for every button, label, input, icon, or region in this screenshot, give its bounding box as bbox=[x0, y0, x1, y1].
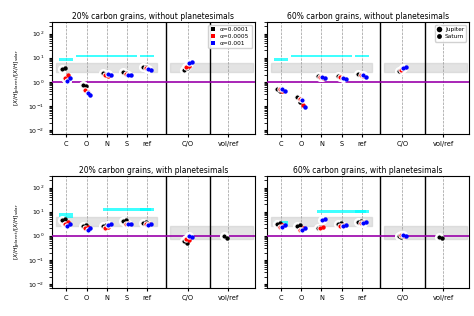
Bar bbox=[56, 63, 157, 72]
Legend: α=0.0001, α=0.0005, α=0.001: α=0.0001, α=0.0005, α=0.001 bbox=[209, 25, 252, 48]
Title: 60% carbon grains, without planetesimals: 60% carbon grains, without planetesimals bbox=[287, 12, 449, 21]
Bar bbox=[170, 226, 253, 240]
Title: 20% carbon grains, with planetesimals: 20% carbon grains, with planetesimals bbox=[79, 166, 228, 175]
Bar bbox=[271, 217, 372, 226]
Bar bbox=[384, 63, 467, 72]
Y-axis label: $[X/H]_{\rm planet}/[X/H]_{\rm solar}$: $[X/H]_{\rm planet}/[X/H]_{\rm solar}$ bbox=[13, 203, 23, 260]
Bar bbox=[271, 63, 372, 72]
Bar bbox=[384, 226, 467, 240]
Y-axis label: $[X/H]_{\rm planet}/[X/H]_{\rm solar}$: $[X/H]_{\rm planet}/[X/H]_{\rm solar}$ bbox=[13, 49, 23, 106]
Bar bbox=[56, 217, 157, 226]
Legend: Jupiter, Saturn: Jupiter, Saturn bbox=[435, 25, 466, 42]
Title: 60% carbon grains, with planetesimals: 60% carbon grains, with planetesimals bbox=[293, 166, 443, 175]
Bar bbox=[170, 63, 253, 72]
Title: 20% carbon grains, without planetesimals: 20% carbon grains, without planetesimals bbox=[73, 12, 234, 21]
